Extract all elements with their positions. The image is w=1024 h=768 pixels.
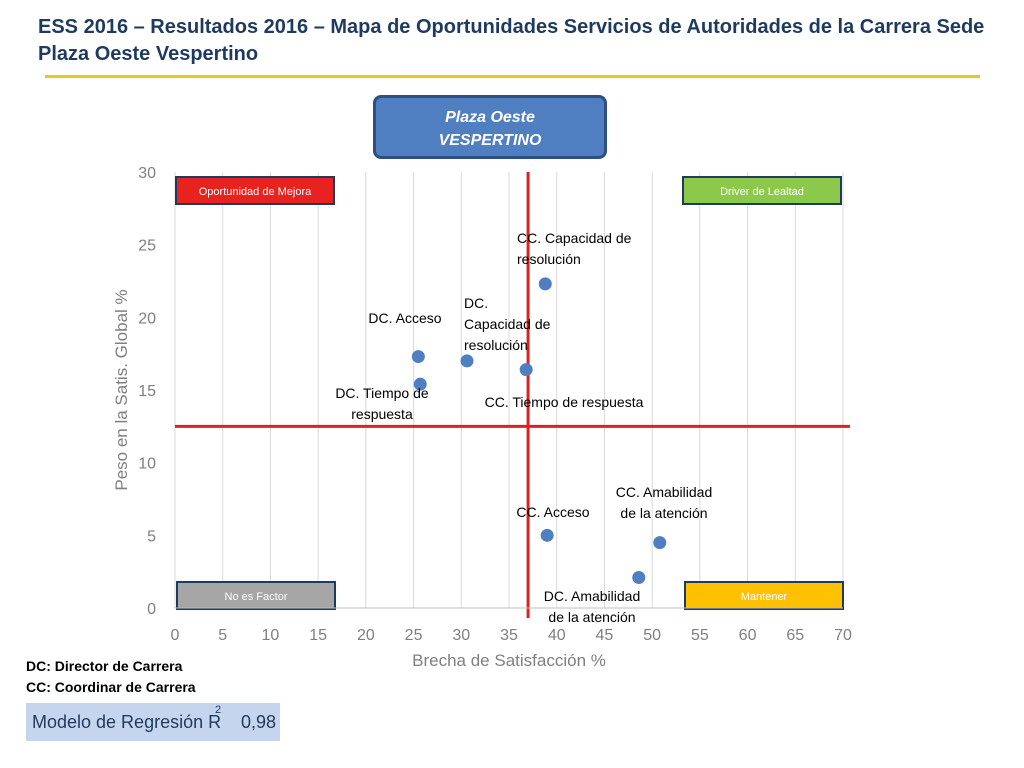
point-label-line: CC. Tiempo de respuesta [485, 394, 644, 410]
x-tick-label: 70 [834, 627, 852, 644]
page-title: ESS 2016 – Resultados 2016 – Mapa de Opo… [38, 16, 985, 65]
data-point [632, 570, 646, 584]
quadrant-label: Driver de Lealtad [720, 186, 804, 198]
regression-value: 0,98 [241, 712, 277, 732]
data-points [411, 277, 667, 584]
regression-superscript: 2 [215, 704, 222, 716]
quadrant-top-left: Oportunidad de Mejora [175, 176, 335, 205]
note-cc: CC: Coordinar de Carrera [26, 679, 196, 695]
point-label: DC. Amabilidad de la atención [544, 588, 641, 625]
point-label-line: de la atención [548, 609, 635, 625]
y-tick-label: 20 [138, 310, 156, 327]
point-labels: CC. Capacidad de resolución DC. Acceso DC. C… [335, 230, 712, 625]
quadrant-label: No es Factor [225, 591, 288, 603]
point-label: DC. Tiempo de respuesta [335, 385, 429, 422]
point-label-line: CC. Amabilidad [616, 484, 713, 500]
y-tick-label: 10 [138, 456, 156, 473]
quadrant-box [175, 176, 335, 205]
point-label: CC. Tiempo de respuesta [485, 394, 644, 410]
quadrant-label: Oportunidad de Mejora [199, 186, 312, 198]
point-label: DC. Capacidad de resolución [464, 295, 551, 353]
data-point [460, 354, 474, 368]
y-axis-title: Peso en la Satis. Global % [112, 289, 131, 490]
regression-box: Modelo de Regresión R 2 0,98 [26, 703, 280, 741]
chart-grid [174, 172, 844, 608]
note-dc: DC: Director de Carrera [26, 658, 183, 674]
point-label-line: respuesta [351, 406, 413, 422]
legend-notes: DC: Director de Carrera CC: Coordinar de… [26, 656, 196, 698]
quadrant-bottom-left: No es Factor [176, 581, 336, 610]
point-label: CC. Amabilidad de la atención [616, 484, 713, 521]
point-label-line: CC. Acceso [516, 504, 589, 520]
data-point [519, 363, 533, 377]
point-label-line: DC. Amabilidad [544, 588, 641, 604]
point-label-line: resolución [464, 337, 528, 353]
title-divider [45, 75, 980, 78]
point-label-line: DC. Tiempo de [335, 385, 429, 401]
x-tick-label: 5 [218, 627, 227, 644]
point-label-line: de la atención [620, 505, 707, 521]
y-tick-label: 0 [147, 601, 156, 618]
x-axis-title: Brecha de Satisfacción % [412, 651, 606, 670]
point-label-line: resolución [517, 251, 581, 267]
x-tick-label: 25 [405, 627, 423, 644]
y-tick-label: 30 [138, 165, 156, 182]
quadrant-box [684, 581, 844, 610]
x-tick-label: 60 [739, 627, 757, 644]
quadrant-top-right: Driver de Lealtad [682, 176, 842, 205]
data-point [411, 350, 425, 364]
point-label: DC. Acceso [368, 310, 441, 326]
x-tick-label: 45 [596, 627, 614, 644]
threshold-lines [175, 172, 850, 618]
x-tick-label: 50 [643, 627, 661, 644]
x-tick-label: 65 [786, 627, 804, 644]
quadrant-label: Mantener [741, 591, 788, 603]
data-point [653, 536, 667, 550]
axes: 0 5 10 15 20 25 30 35 40 45 50 55 60 65 70 0 5 10 15 20 25 30… [112, 165, 852, 670]
x-tick-label: 35 [500, 627, 518, 644]
quadrant-bottom-right: Mantener [684, 581, 844, 610]
data-point [538, 277, 552, 291]
badge-line1: Plaza Oeste [445, 109, 535, 126]
x-tick-label: 0 [171, 627, 180, 644]
x-tick-label: 55 [691, 627, 709, 644]
data-point [540, 528, 554, 542]
x-tick-label: 20 [357, 627, 375, 644]
quadrant-box [682, 176, 842, 205]
x-tick-label: 10 [262, 627, 280, 644]
x-tick-label: 15 [309, 627, 327, 644]
point-label-line: DC. [464, 295, 488, 311]
quadrant-box [176, 581, 336, 610]
x-tick-label: 30 [452, 627, 470, 644]
x-tick-label: 40 [548, 627, 566, 644]
quadrant-labels: Oportunidad de Mejora Driver de Lealtad No… [175, 176, 844, 610]
y-tick-label: 25 [138, 238, 156, 255]
y-tick-label: 5 [147, 528, 156, 545]
regression-label: Modelo de Regresión R [32, 712, 222, 732]
point-label: CC. Capacidad de resolución [517, 230, 632, 267]
segment-badge: Plaza Oeste VESPERTINO [373, 95, 607, 159]
y-tick-label: 15 [138, 383, 156, 400]
point-label-line: CC. Capacidad de [517, 230, 632, 246]
point-label-line: Capacidad de [464, 316, 551, 332]
badge-line2: VESPERTINO [438, 132, 542, 149]
point-label: CC. Acceso [516, 504, 589, 520]
data-point [413, 377, 427, 391]
point-label-line: DC. Acceso [368, 310, 441, 326]
